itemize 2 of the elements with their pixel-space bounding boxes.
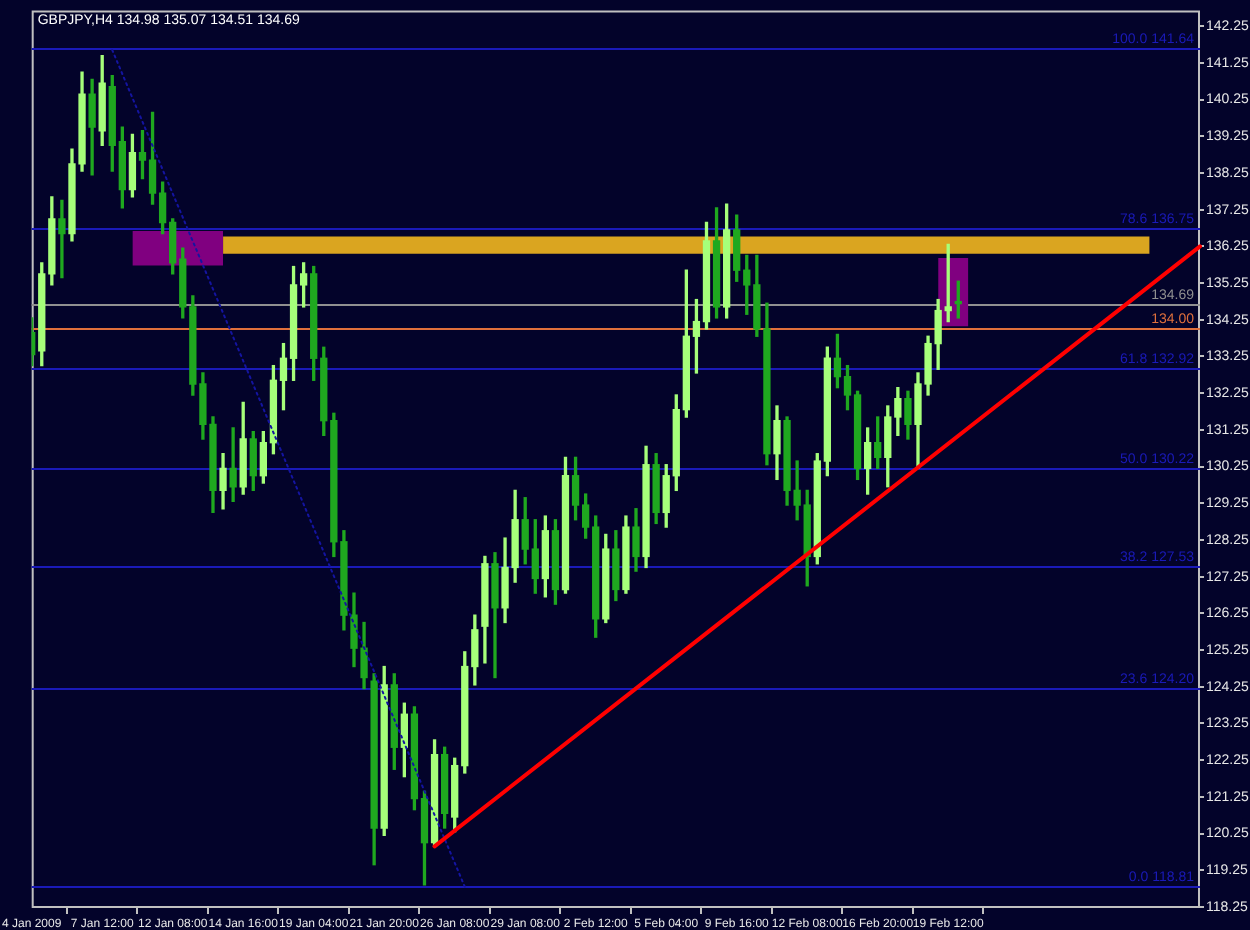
- candlestick: [229, 427, 237, 503]
- candlestick: [58, 199, 66, 279]
